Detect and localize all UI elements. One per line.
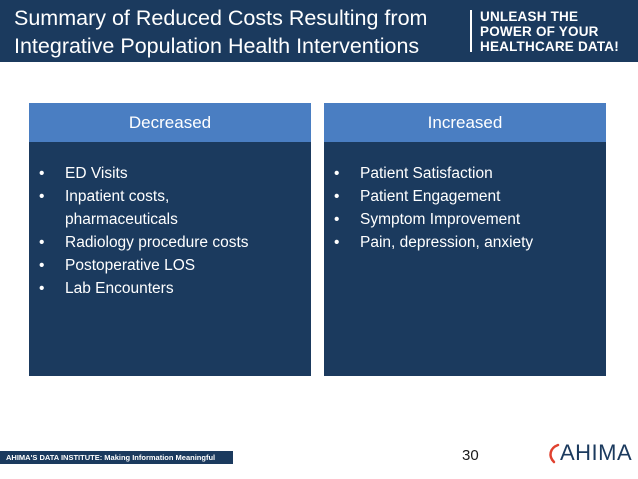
page-number: 30 bbox=[462, 447, 479, 464]
list-item-text: ED Visits bbox=[65, 165, 128, 182]
slide-title: Summary of Reduced Costs Resulting from … bbox=[14, 4, 464, 60]
list-item: • Symptom Improvement bbox=[334, 208, 533, 231]
list-item-text: Radiology procedure costs bbox=[65, 234, 249, 251]
list-item-text: Postoperative LOS bbox=[65, 257, 196, 274]
bullet-icon: • bbox=[39, 280, 45, 297]
tagline-line-3: HEALTHCARE DATA! bbox=[480, 39, 619, 54]
list-item: • Patient Engagement bbox=[334, 185, 533, 208]
bullet-icon: • bbox=[39, 165, 45, 182]
bullet-icon: • bbox=[39, 188, 45, 205]
list-item-text: Pain, depression, anxiety bbox=[360, 234, 534, 251]
ahima-logo: AHIMA bbox=[546, 440, 633, 465]
list-item: • Pain, depression, anxiety bbox=[334, 231, 533, 254]
list-item-text: Patient Engagement bbox=[360, 188, 501, 205]
tagline-divider bbox=[470, 10, 472, 52]
slide-header: Summary of Reduced Costs Resulting from … bbox=[0, 0, 638, 62]
decreased-box: Decreased • ED Visits • Inpatient costs, ph… bbox=[29, 103, 311, 376]
decreased-heading: Decreased bbox=[29, 103, 311, 142]
list-item: • Patient Satisfaction bbox=[334, 162, 533, 185]
list-item-text: Patient Satisfaction bbox=[360, 165, 493, 182]
list-item-text-continued: pharmaceuticals bbox=[65, 211, 178, 228]
list-item-text: Symptom Improvement bbox=[360, 211, 521, 228]
logo-swoosh-icon bbox=[549, 443, 560, 464]
tagline-line-1: UNLEASH THE bbox=[480, 9, 579, 24]
bullet-icon: • bbox=[39, 257, 45, 274]
bullet-icon: • bbox=[39, 234, 45, 251]
bullet-icon: • bbox=[334, 188, 340, 205]
increased-list: • Patient Satisfaction • Patient Engagemen… bbox=[324, 162, 533, 254]
list-item-text: Lab Encounters bbox=[65, 280, 174, 297]
footer-banner: AHIMA'S DATA INSTITUTE: Making Informati… bbox=[0, 451, 233, 464]
list-item: • Postoperative LOS bbox=[39, 254, 249, 277]
bullet-icon: • bbox=[334, 211, 340, 228]
list-item: • Radiology procedure costs bbox=[39, 231, 249, 254]
title-line-2: Integrative Population Health Interventi… bbox=[14, 34, 420, 58]
list-item: • Inpatient costs, pharmaceuticals bbox=[39, 185, 249, 231]
bullet-icon: • bbox=[334, 234, 340, 251]
bullet-icon: • bbox=[334, 165, 340, 182]
decreased-list: • ED Visits • Inpatient costs, pharmaceutic… bbox=[29, 162, 249, 300]
list-item: • Lab Encounters bbox=[39, 277, 249, 300]
title-line-1: Summary of Reduced Costs Resulting from bbox=[14, 6, 428, 30]
tagline: UNLEASH THE POWER OF YOUR HEALTHCARE DAT… bbox=[480, 9, 638, 54]
list-item: • ED Visits bbox=[39, 162, 249, 185]
logo-text: AHIMA bbox=[560, 440, 633, 465]
list-item-text: Inpatient costs, bbox=[65, 188, 170, 205]
increased-heading: Increased bbox=[324, 103, 606, 142]
increased-box: Increased • Patient Satisfaction • Patient… bbox=[324, 103, 606, 376]
tagline-line-2: POWER OF YOUR bbox=[480, 24, 599, 39]
